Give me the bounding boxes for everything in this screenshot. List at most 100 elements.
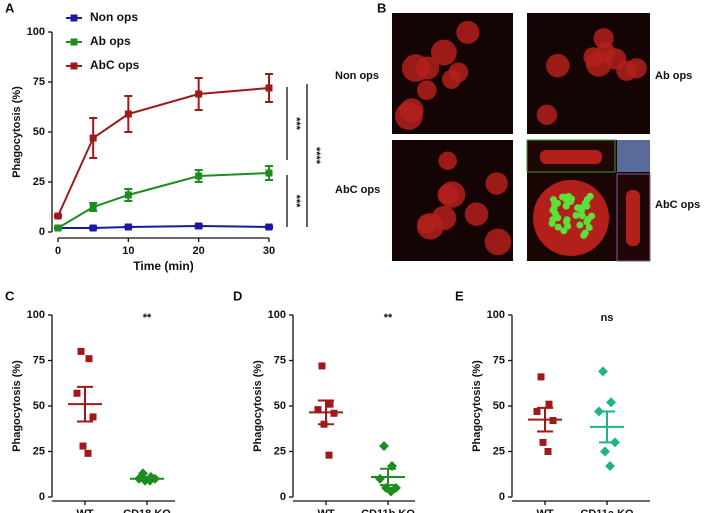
bead bbox=[551, 200, 559, 208]
cells bbox=[395, 20, 647, 256]
image-caption: AbC ops bbox=[655, 199, 700, 211]
point bbox=[325, 451, 333, 459]
cell bbox=[533, 180, 609, 256]
bead bbox=[581, 229, 589, 237]
point bbox=[265, 84, 273, 92]
y-tick-label: 0 bbox=[39, 491, 45, 503]
point bbox=[605, 461, 615, 472]
y-tick-label: 50 bbox=[493, 400, 505, 412]
point bbox=[195, 222, 203, 230]
image-caption: Non ops bbox=[335, 70, 379, 82]
legend-label: Ab ops bbox=[90, 34, 131, 48]
y-axis-label: Phagocytosis (%) bbox=[471, 360, 483, 452]
bead bbox=[572, 211, 580, 219]
ortho-slice bbox=[540, 150, 602, 164]
x-tick-label: WT bbox=[317, 508, 334, 513]
cell bbox=[616, 60, 637, 81]
point bbox=[606, 397, 616, 408]
image-panel: B Non ops Ab ops AbC ops AbC ops bbox=[335, 0, 700, 262]
cell bbox=[593, 28, 614, 49]
significance-label: *** bbox=[290, 195, 302, 209]
significance-label: ns bbox=[601, 312, 614, 324]
significance-label: *** bbox=[290, 117, 302, 131]
point bbox=[124, 110, 132, 118]
cell bbox=[485, 172, 508, 195]
error-bar bbox=[77, 385, 93, 423]
point bbox=[533, 407, 541, 415]
x-tick-label: CD18 KO bbox=[123, 508, 171, 513]
point bbox=[79, 442, 87, 450]
y-tick-label: 50 bbox=[33, 126, 45, 138]
x-tick-label: 30 bbox=[263, 245, 275, 257]
y-tick-label: 100 bbox=[27, 309, 45, 321]
image-caption: AbC ops bbox=[335, 184, 380, 196]
point bbox=[539, 438, 547, 446]
y-axis-label: Phagocytosis (%) bbox=[11, 86, 23, 178]
point bbox=[89, 134, 97, 142]
point bbox=[598, 366, 608, 377]
point bbox=[124, 223, 132, 231]
error-bar bbox=[318, 399, 334, 426]
point bbox=[77, 347, 85, 355]
point bbox=[89, 224, 97, 232]
error-bar bbox=[599, 410, 615, 444]
y-tick-label: 75 bbox=[33, 354, 45, 366]
y-tick-label: 0 bbox=[280, 491, 286, 503]
y-tick-label: 25 bbox=[33, 445, 45, 457]
x-axis-label: Time (min) bbox=[133, 259, 193, 273]
point bbox=[600, 446, 610, 457]
error-bar bbox=[139, 475, 155, 482]
bead bbox=[576, 221, 584, 229]
y-tick-label: 75 bbox=[274, 354, 286, 366]
cell bbox=[536, 104, 558, 126]
panel-label: D bbox=[233, 288, 242, 303]
y-tick-label: 25 bbox=[274, 445, 286, 457]
x-tick-label: WT bbox=[536, 508, 553, 513]
cell bbox=[448, 62, 469, 83]
bead bbox=[585, 224, 593, 232]
y-tick-label: 25 bbox=[33, 176, 45, 188]
y-tick-label: 25 bbox=[493, 445, 505, 457]
bead bbox=[583, 196, 591, 204]
ortho-view bbox=[617, 140, 650, 172]
point bbox=[54, 212, 62, 220]
x-tick-label: 20 bbox=[193, 245, 205, 257]
bead bbox=[584, 215, 592, 223]
point bbox=[195, 90, 203, 98]
bead bbox=[560, 193, 568, 201]
point bbox=[544, 448, 552, 455]
point bbox=[54, 224, 62, 232]
point bbox=[314, 406, 322, 414]
legend-marker bbox=[70, 14, 78, 22]
cell bbox=[545, 53, 570, 78]
point bbox=[265, 169, 273, 177]
x-tick-label: WT bbox=[76, 508, 93, 513]
point bbox=[84, 449, 92, 457]
bead bbox=[562, 202, 570, 210]
cell bbox=[585, 51, 612, 77]
y-tick-label: 50 bbox=[274, 400, 286, 412]
point bbox=[375, 473, 385, 484]
cell bbox=[438, 151, 457, 170]
point bbox=[318, 362, 326, 370]
legend-label: AbC ops bbox=[90, 58, 140, 72]
image-caption: Ab ops bbox=[655, 70, 692, 82]
y-tick-label: 50 bbox=[33, 400, 45, 412]
y-axis-label: Phagocytosis (%) bbox=[252, 360, 264, 452]
panel-label: C bbox=[5, 288, 15, 303]
significance-label: **** bbox=[310, 147, 322, 165]
point bbox=[124, 191, 132, 199]
cell bbox=[484, 228, 512, 256]
point bbox=[379, 441, 389, 451]
bead bbox=[548, 219, 556, 227]
point bbox=[195, 172, 203, 180]
cell bbox=[456, 20, 480, 44]
y-axis-label: Phagocytosis (%) bbox=[11, 360, 23, 452]
point bbox=[85, 355, 93, 363]
y-tick-label: 75 bbox=[493, 354, 505, 366]
y-tick-label: 100 bbox=[27, 26, 45, 38]
legend-label: Non ops bbox=[90, 10, 138, 24]
legend-marker bbox=[70, 62, 78, 70]
panel-label: B bbox=[377, 0, 386, 15]
y-tick-label: 0 bbox=[39, 226, 45, 238]
